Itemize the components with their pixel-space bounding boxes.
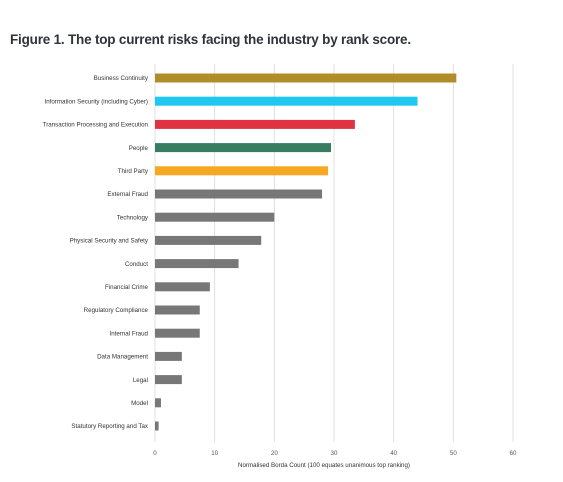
- bar: [155, 282, 210, 292]
- x-tick-label: 40: [390, 450, 397, 457]
- bar: [155, 96, 418, 106]
- category-label: Business Continuity: [94, 75, 149, 82]
- bar: [155, 375, 182, 385]
- x-tick-label: 10: [211, 450, 218, 457]
- category-label: Legal: [133, 377, 148, 384]
- category-label: People: [129, 145, 149, 152]
- bar: [155, 305, 200, 315]
- chart-title: Figure 1. The top current risks facing t…: [10, 32, 411, 47]
- category-label: Data Management: [97, 354, 148, 361]
- category-label: Transaction Processing and Execution: [43, 122, 149, 129]
- x-tick-label: 50: [450, 450, 457, 457]
- bar: [155, 351, 182, 361]
- bar: [155, 212, 275, 222]
- category-label: Internal Fraud: [109, 330, 148, 337]
- x-tick-label: 60: [510, 450, 517, 457]
- x-tick-label: 0: [153, 450, 157, 457]
- category-label: Statutory Reporting and Tax: [71, 423, 148, 430]
- category-label: Conduct: [125, 261, 148, 268]
- x-tick-label: 30: [331, 450, 338, 457]
- category-label: Information Security (including Cyber): [44, 98, 148, 105]
- x-tick-label: 20: [271, 450, 278, 457]
- category-label: Financial Crime: [105, 284, 149, 291]
- bar: [155, 328, 200, 338]
- category-label: Model: [131, 400, 148, 407]
- bar: [155, 143, 332, 153]
- bar: [155, 73, 457, 83]
- category-label: Regulatory Compliance: [84, 307, 149, 314]
- bar: [155, 421, 159, 431]
- bar: [155, 119, 355, 129]
- bar: [155, 235, 262, 245]
- category-label: Technology: [117, 214, 149, 221]
- x-axis-title: Normalised Borda Count (100 equates unan…: [238, 462, 410, 469]
- bar: [155, 166, 329, 176]
- bar: [155, 398, 161, 408]
- bar: [155, 259, 239, 269]
- category-label: Physical Security and Safety: [70, 238, 149, 245]
- bar: [155, 189, 323, 199]
- category-label: External Fraud: [107, 191, 148, 198]
- category-label: Third Party: [118, 168, 149, 175]
